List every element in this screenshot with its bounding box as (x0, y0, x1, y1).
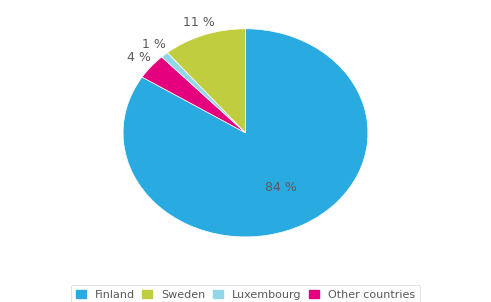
Text: 1 %: 1 % (142, 38, 166, 51)
Legend: Finland, Sweden, Luxembourg, Other countries: Finland, Sweden, Luxembourg, Other count… (71, 285, 420, 302)
Wedge shape (162, 53, 246, 133)
Text: 84 %: 84 % (265, 181, 297, 194)
Text: 11 %: 11 % (183, 16, 215, 29)
Wedge shape (142, 57, 246, 133)
Text: 4 %: 4 % (127, 51, 151, 64)
Wedge shape (123, 29, 368, 237)
Wedge shape (167, 29, 246, 133)
